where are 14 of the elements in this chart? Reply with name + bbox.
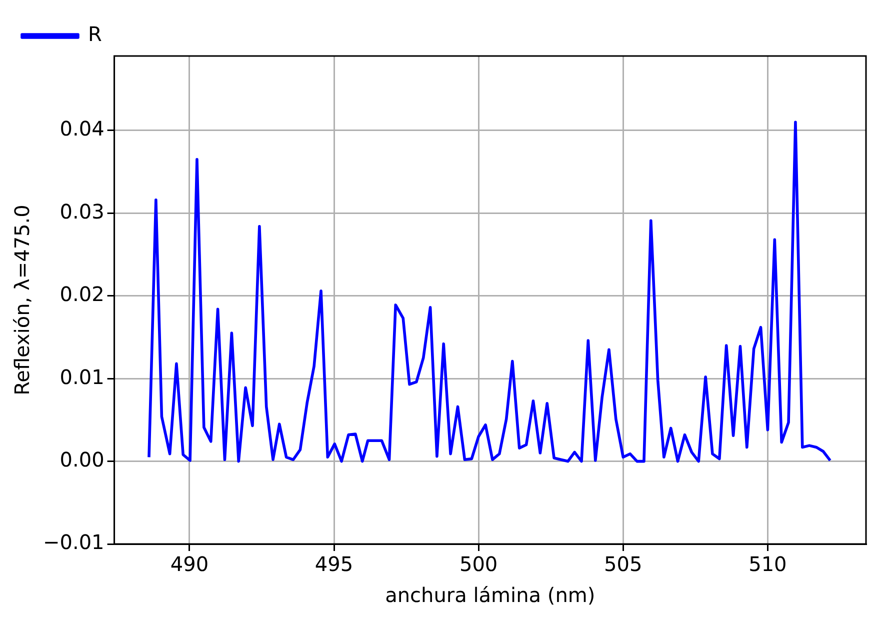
y-tick-label: 0.01 bbox=[60, 364, 104, 389]
y-tick-label: 0.02 bbox=[60, 282, 104, 306]
y-tick-label: −0.01 bbox=[42, 530, 104, 554]
y-tick-label: 0.03 bbox=[60, 199, 104, 224]
legend-label: R bbox=[88, 22, 102, 46]
y-tick-label: 0.00 bbox=[60, 447, 104, 472]
x-tick-label: 505 bbox=[604, 552, 642, 576]
x-tick-label: 500 bbox=[459, 552, 498, 576]
x-tick-label: 490 bbox=[170, 552, 209, 576]
x-tick-label: 510 bbox=[748, 552, 787, 576]
x-axis-title: anchura lámina (nm) bbox=[385, 583, 596, 608]
x-tick-label: 495 bbox=[314, 552, 354, 576]
y-axis-title: Reflexión, λ=475.0 bbox=[10, 204, 34, 396]
y-tick-label: 0.04 bbox=[60, 116, 104, 141]
